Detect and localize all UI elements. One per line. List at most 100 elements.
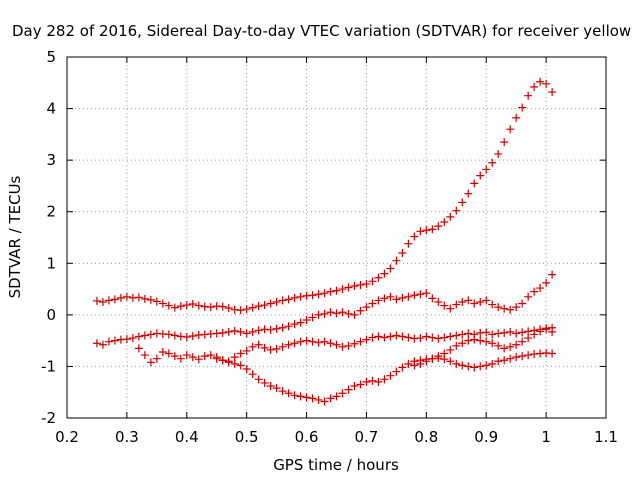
data-point xyxy=(242,365,251,374)
data-point xyxy=(506,354,515,363)
chart-title: Day 282 of 2016, Sidereal Day-to-day VTE… xyxy=(12,22,631,40)
data-point xyxy=(434,222,443,231)
x-tick-label: 0.4 xyxy=(175,428,199,446)
data-point xyxy=(398,248,407,257)
data-point xyxy=(392,295,401,304)
data-point xyxy=(98,297,107,306)
data-point xyxy=(152,354,161,363)
data-point xyxy=(182,333,191,342)
data-point xyxy=(194,301,203,310)
data-point xyxy=(362,279,371,288)
data-point xyxy=(374,296,383,305)
data-point xyxy=(368,333,377,342)
data-point xyxy=(212,354,221,363)
data-point xyxy=(326,394,335,403)
x-tick-label: 0.2 xyxy=(55,428,79,446)
data-point xyxy=(170,352,179,361)
data-point xyxy=(302,393,311,402)
data-point xyxy=(278,342,287,351)
data-point xyxy=(482,165,491,174)
data-point xyxy=(410,291,419,300)
data-point xyxy=(470,363,479,372)
data-point xyxy=(422,357,431,366)
data-point xyxy=(410,232,419,241)
data-point xyxy=(506,125,515,134)
data-point xyxy=(494,149,503,158)
data-point xyxy=(272,344,281,353)
data-point xyxy=(290,293,299,302)
data-point xyxy=(440,218,449,227)
data-point xyxy=(278,323,287,332)
data-point xyxy=(254,375,263,384)
data-point xyxy=(476,297,485,306)
series-1 xyxy=(92,77,557,315)
data-point xyxy=(188,332,197,341)
data-point xyxy=(392,331,401,340)
data-point xyxy=(428,294,437,303)
data-point xyxy=(314,310,323,319)
data-point xyxy=(296,337,305,346)
data-point xyxy=(470,335,479,344)
data-point xyxy=(428,333,437,342)
data-point xyxy=(458,361,467,370)
data-point xyxy=(422,289,431,298)
data-point xyxy=(290,391,299,400)
data-point xyxy=(452,331,461,340)
data-point xyxy=(200,352,209,361)
data-point xyxy=(416,334,425,343)
data-point xyxy=(386,371,395,380)
y-tick-labels: -2 -1 0 1 2 3 4 5 xyxy=(41,48,56,427)
data-point xyxy=(128,334,137,343)
data-point xyxy=(470,179,479,188)
data-point xyxy=(524,334,533,343)
data-point xyxy=(296,318,305,327)
x-tick-label: 0.3 xyxy=(115,428,139,446)
data-point xyxy=(164,349,173,358)
data-point xyxy=(224,357,233,366)
x-tick-labels: 0.2 0.3 0.4 0.5 0.6 0.7 0.8 0.9 1 1.1 xyxy=(55,428,618,446)
data-point xyxy=(110,295,119,304)
data-point xyxy=(332,340,341,349)
data-point xyxy=(482,328,491,337)
data-point xyxy=(464,362,473,371)
data-point xyxy=(452,206,461,215)
data-point xyxy=(512,113,521,122)
data-point xyxy=(518,337,527,346)
data-point xyxy=(356,337,365,346)
series-3 xyxy=(134,344,557,406)
grid xyxy=(67,57,606,418)
data-point xyxy=(380,333,389,342)
data-point xyxy=(272,324,281,333)
data-point xyxy=(296,292,305,301)
data-point xyxy=(410,361,419,370)
data-point xyxy=(296,392,305,401)
data-point xyxy=(230,353,239,362)
data-points xyxy=(92,77,557,406)
data-point xyxy=(404,359,413,368)
data-point xyxy=(530,287,539,296)
data-point xyxy=(98,340,107,349)
data-point xyxy=(404,239,413,248)
data-point xyxy=(242,305,251,314)
data-point xyxy=(242,329,251,338)
data-point xyxy=(548,88,557,97)
axis-ticks xyxy=(66,56,607,419)
data-point xyxy=(500,344,509,353)
series-2 xyxy=(92,270,557,349)
data-point xyxy=(218,302,227,311)
data-point xyxy=(122,335,131,344)
data-point xyxy=(158,299,167,308)
data-point xyxy=(170,331,179,340)
data-point xyxy=(314,290,323,299)
data-point xyxy=(236,349,245,358)
data-point xyxy=(368,277,377,286)
plot-frame xyxy=(66,56,607,419)
data-point xyxy=(290,339,299,348)
data-point xyxy=(386,332,395,341)
data-point xyxy=(92,339,101,348)
data-point xyxy=(308,337,317,346)
data-point xyxy=(248,370,257,379)
data-point xyxy=(230,326,239,335)
data-point xyxy=(344,283,353,292)
